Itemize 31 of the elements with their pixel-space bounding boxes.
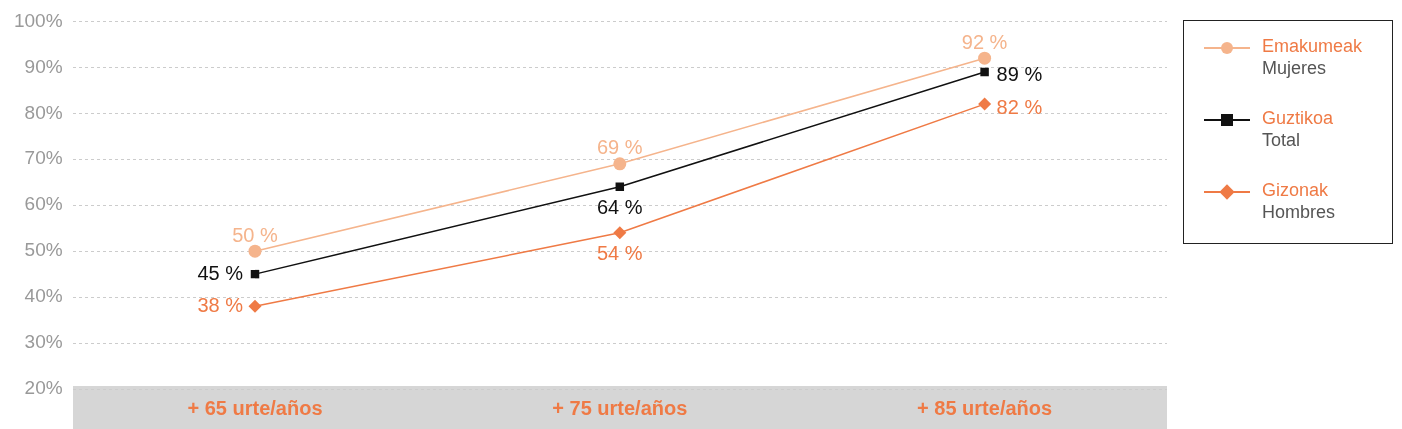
legend-label: Emakumeak Mujeres (1262, 35, 1363, 79)
data-label: 92 % (961, 30, 1008, 53)
y-tick-label: 60% (24, 193, 63, 215)
y-tick-label: 20% (24, 377, 63, 399)
point (248, 244, 262, 258)
data-label: 89 % (996, 63, 1043, 86)
y-tick-label: 50% (24, 239, 63, 261)
point (613, 226, 627, 240)
y-tick-label: 100% (13, 9, 63, 31)
data-label: 38 % (197, 293, 244, 316)
point (613, 157, 627, 171)
y-tick-label: 30% (24, 331, 63, 353)
point (978, 97, 992, 111)
data-label: 69 % (597, 136, 643, 159)
point (978, 51, 992, 65)
data-label: 50 % (232, 223, 278, 246)
y-tick-label: 90% (24, 55, 63, 77)
legend-label: Gizonak Hombres (1262, 179, 1336, 223)
x-tick-label: + 85 urte/años (917, 396, 1053, 419)
data-label: 64 % (597, 196, 643, 219)
y-tick-label: 80% (24, 101, 63, 123)
x-tick-label: + 75 urte/años (552, 396, 688, 419)
y-tick-label: 70% (24, 147, 63, 169)
x-tick-label: + 65 urte/años (187, 396, 323, 419)
data-label: 82 % (996, 95, 1043, 118)
data-label: 54 % (597, 242, 643, 265)
y-tick-label: 40% (24, 285, 63, 307)
point (980, 67, 989, 77)
data-label: 45 % (197, 261, 244, 284)
point (248, 299, 262, 313)
legend-label: Guztikoa Total (1262, 107, 1334, 151)
